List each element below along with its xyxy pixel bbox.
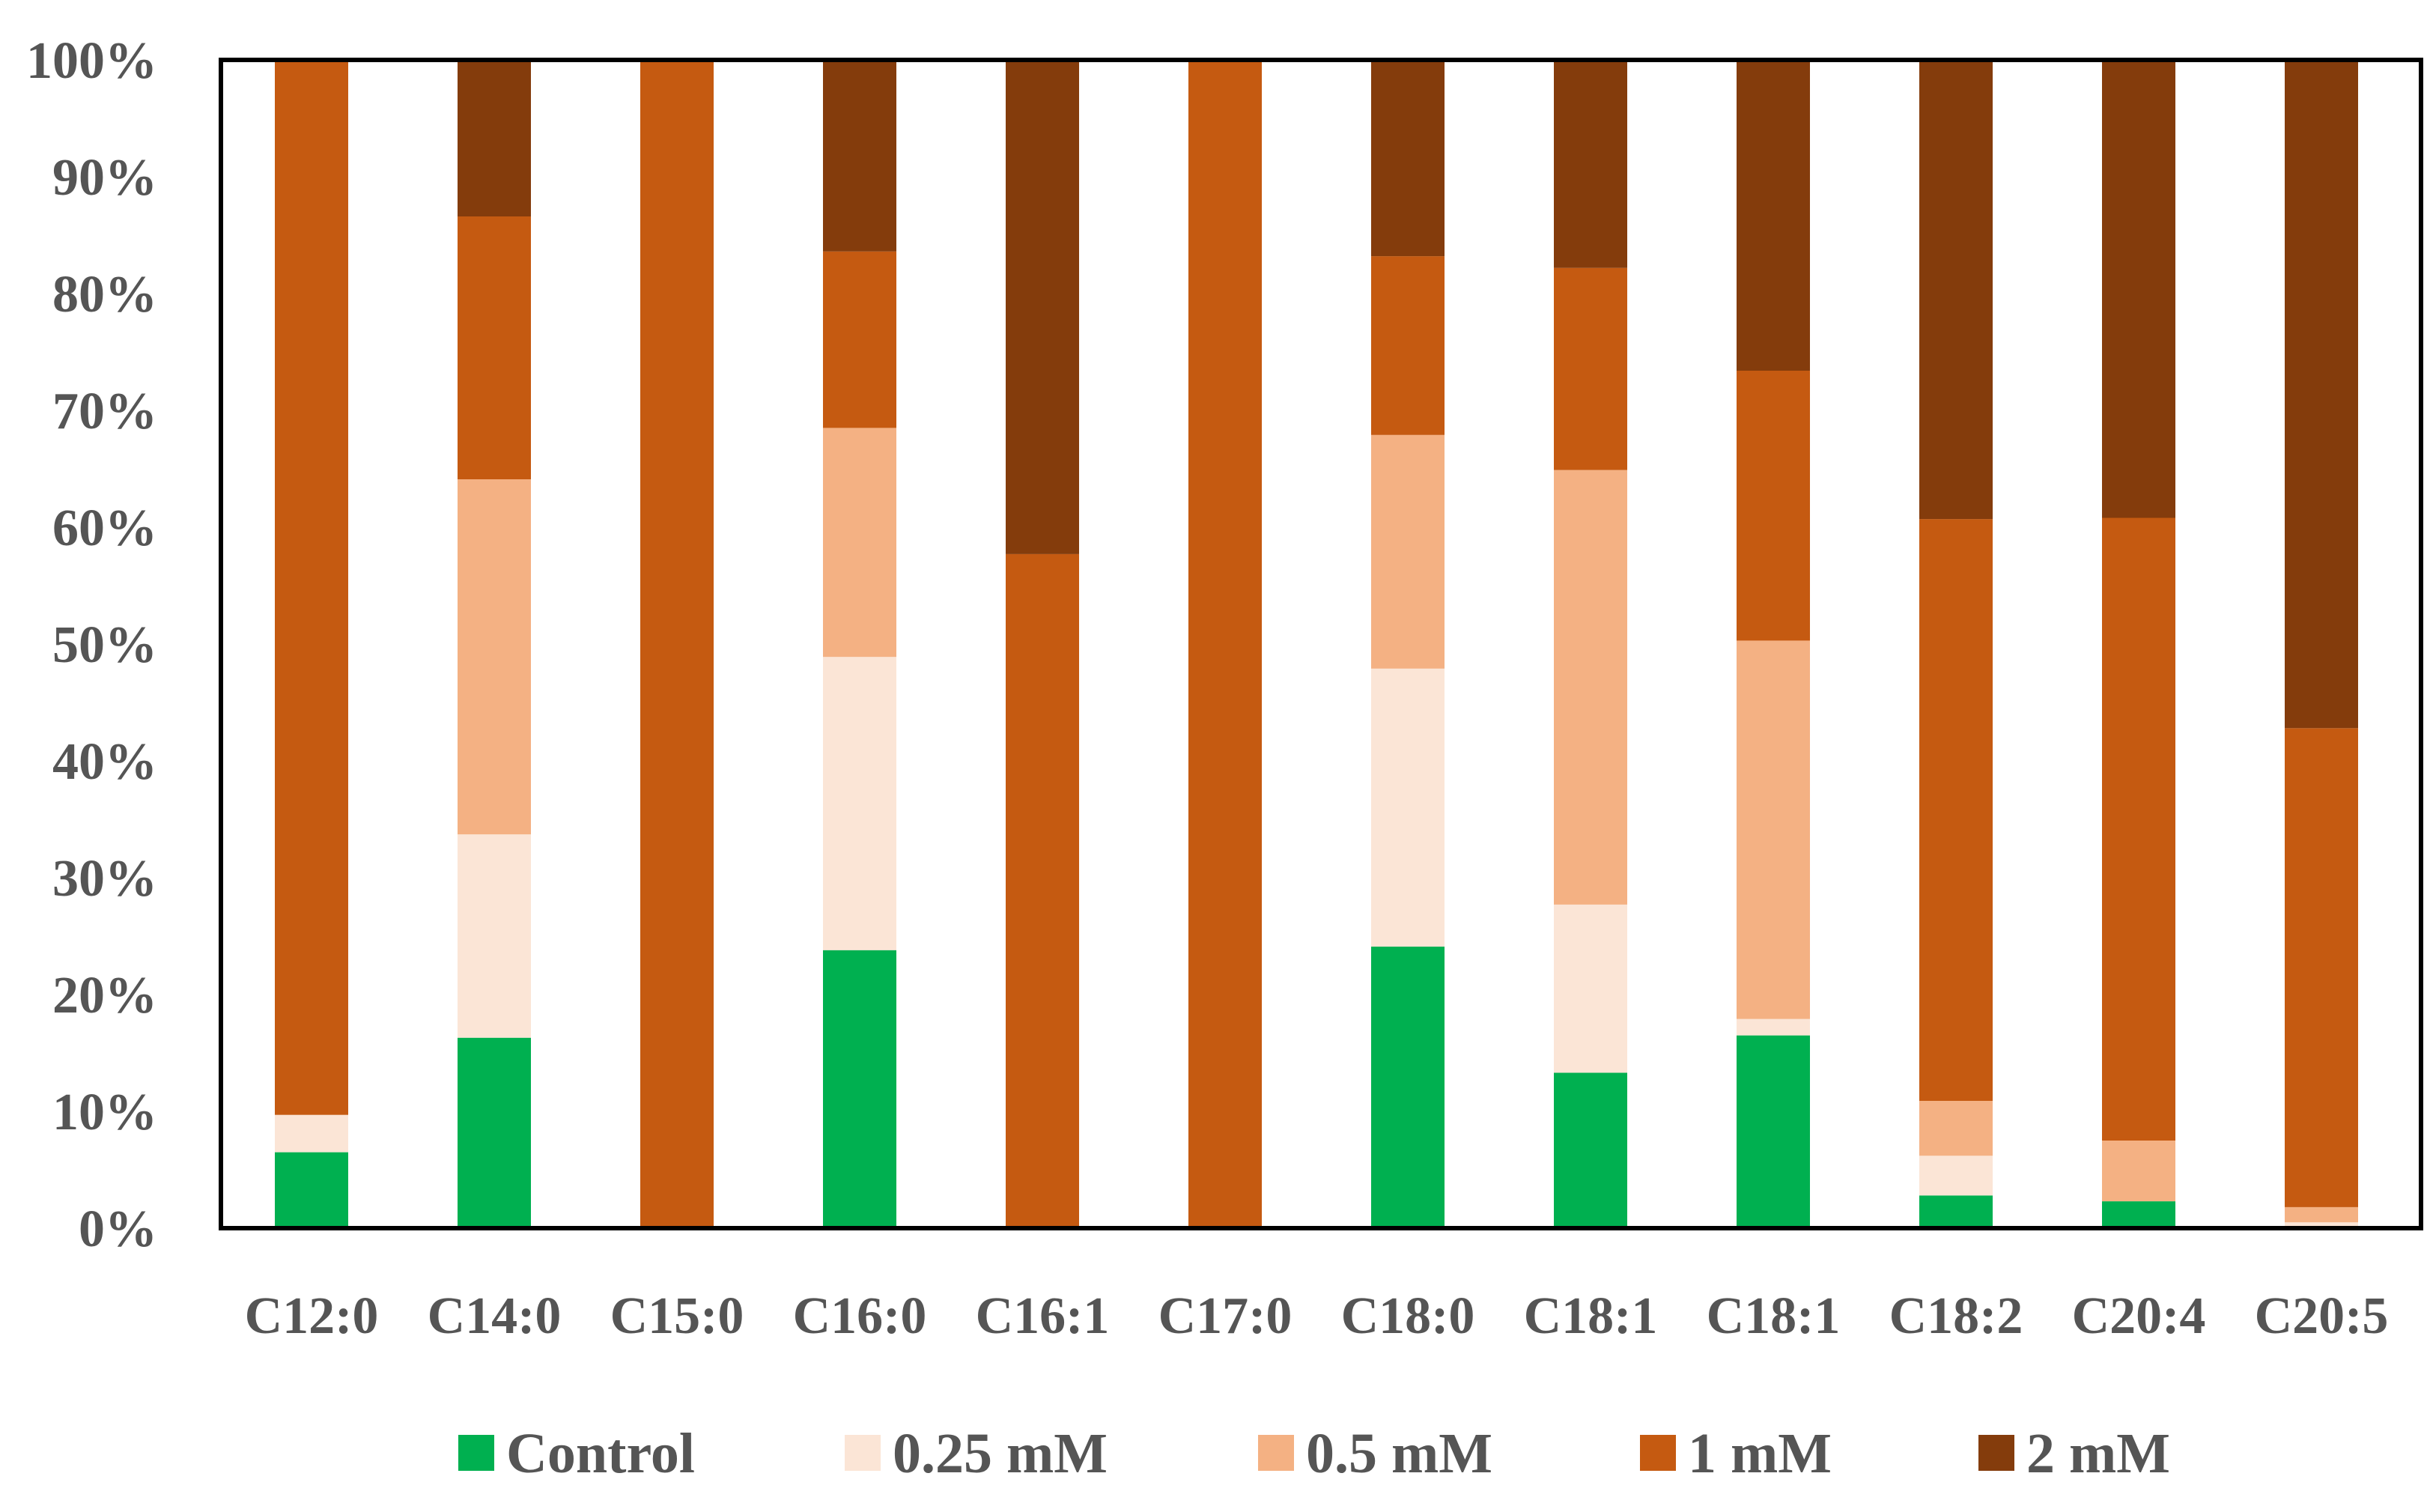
y-axis-tick-labels: 0% 10% 20% 30% 40% 50% 60% 70% 80% 90% 100% <box>26 32 157 1258</box>
bar-segment-c17-0-6-1-mm <box>1188 60 1262 1228</box>
y-tick-label: 60% <box>52 500 157 557</box>
bar-segment-c14-0-2-0-5-mm <box>458 479 531 835</box>
bar-segment-c18-0-7-2-mm <box>1371 60 1445 257</box>
bar-segment-c20-5-12-1-mm <box>2285 728 2358 1207</box>
bar-segment-c16-0-4-control <box>823 950 896 1228</box>
bar-segment-c14-0-2-0-25-mm <box>458 834 531 1038</box>
bar-segment-c18-2-10-control <box>1919 1195 1993 1228</box>
legend-label-control: Control <box>506 1422 695 1485</box>
bar-segment-c20-4-11-1-mm <box>2102 517 2175 1141</box>
y-tick-label: 50% <box>52 616 157 674</box>
bar-segment-c18-0-7-1-mm <box>1371 256 1445 435</box>
bar-segment-c14-0-2-2-mm <box>458 60 531 216</box>
x-tick-label: C15:0 <box>610 1287 744 1345</box>
bar-segment-c18-1-9-1-mm <box>1737 371 1810 641</box>
x-axis-tick-labels: C12:0 C14:0 C15:0 C16:0 C16:1 C17:0 C18:0 C18:1… <box>245 1287 2389 1345</box>
y-tick-label: 10% <box>52 1084 157 1141</box>
bar-segment-c18-0-7-0-5-mm <box>1371 434 1445 669</box>
y-tick-label: 30% <box>52 850 157 908</box>
bar-segment-c18-1-8-control <box>1554 1072 1627 1228</box>
legend: Control 0.25 mM 0.5 mM 1 mM 2 mM <box>458 1422 2170 1485</box>
bar-segment-c18-1-8-0-5-mm <box>1554 470 1627 905</box>
bar-segment-c16-0-4-0-25-mm <box>823 657 896 950</box>
bars-layer <box>275 60 2358 1228</box>
y-tick-label: 90% <box>52 149 157 207</box>
x-tick-label: C16:1 <box>976 1287 1110 1345</box>
bar-segment-c20-5-12-2-mm <box>2285 60 2358 729</box>
bar-segment-c18-2-10-0-5-mm <box>1919 1101 1993 1156</box>
y-tick-label: 100% <box>26 32 157 90</box>
bar-segment-c14-0-2-control <box>458 1037 531 1228</box>
legend-label-1-mm: 1 mM <box>1688 1422 1832 1485</box>
bar-segment-c14-0-2-1-mm <box>458 216 531 479</box>
legend-label-0-5-mm: 0.5 mM <box>1306 1422 1492 1485</box>
bar-segment-c18-2-10-1-mm <box>1919 519 1993 1101</box>
bar-segment-c18-1-9-0-5-mm <box>1737 640 1810 1019</box>
x-tick-label: C20:5 <box>2255 1287 2389 1345</box>
bar-segment-c18-1-8-1-mm <box>1554 267 1627 470</box>
y-tick-label: 80% <box>52 266 157 324</box>
bar-segment-c20-4-11-control <box>2102 1201 2175 1228</box>
bar-segment-c18-1-9-0-25-mm <box>1737 1018 1810 1036</box>
bar-segment-c18-1-9-2-mm <box>1737 60 1810 371</box>
x-tick-label: C17:0 <box>1158 1287 1293 1345</box>
x-tick-label: C12:0 <box>245 1287 379 1345</box>
bar-segment-c18-0-7-0-25-mm <box>1371 668 1445 947</box>
x-tick-label: C18:1 <box>1707 1287 1841 1345</box>
plot-area-border <box>219 58 2423 1230</box>
bar-segment-c18-1-9-control <box>1737 1035 1810 1228</box>
bar-segment-c18-1-8-2-mm <box>1554 60 1627 268</box>
bar-segment-c18-0-7-control <box>1371 947 1445 1228</box>
x-tick-label: C20:4 <box>2072 1287 2206 1345</box>
x-tick-label: C14:0 <box>428 1287 562 1345</box>
bar-segment-c18-2-10-2-mm <box>1919 60 1993 520</box>
x-tick-label: C16:0 <box>793 1287 927 1345</box>
bar-segment-c20-5-12-0-5-mm <box>2285 1206 2358 1223</box>
legend-label-2-mm: 2 mM <box>2026 1422 2170 1485</box>
bar-segment-c16-1-5-1-mm <box>1006 553 1079 1228</box>
legend-swatch-0-5-mm <box>1258 1435 1294 1471</box>
x-tick-label: C18:1 <box>1524 1287 1658 1345</box>
x-tick-label: C18:2 <box>1889 1287 2023 1345</box>
bar-segment-c12-0-1-control <box>275 1152 348 1228</box>
bar-segment-c15-0-3-1-mm <box>640 60 714 1228</box>
bar-segment-c20-4-11-0-5-mm <box>2102 1141 2175 1202</box>
bar-segment-c16-0-4-1-mm <box>823 251 896 428</box>
y-tick-label: 0% <box>79 1200 157 1258</box>
x-tick-label: C18:0 <box>1341 1287 1475 1345</box>
bar-segment-c16-0-4-0-5-mm <box>823 428 896 658</box>
bar-segment-c20-5-12-0-25-mm <box>2285 1222 2358 1228</box>
legend-swatch-0-25-mm <box>845 1435 881 1471</box>
legend-swatch-1-mm <box>1640 1435 1676 1471</box>
bar-segment-c18-1-8-0-25-mm <box>1554 904 1627 1073</box>
legend-swatch-2-mm <box>1978 1435 2014 1471</box>
bar-segment-c16-0-4-2-mm <box>823 60 896 252</box>
y-tick-label: 40% <box>52 733 157 791</box>
bar-segment-c20-4-11-2-mm <box>2102 60 2175 518</box>
bar-segment-c12-0-1-0-25-mm <box>275 1114 348 1153</box>
y-tick-label: 70% <box>52 383 157 440</box>
legend-swatch-control <box>458 1435 494 1471</box>
bar-segment-c12-0-1-1-mm <box>275 60 348 1115</box>
bar-segment-c18-2-10-0-25-mm <box>1919 1156 1993 1196</box>
bar-segment-c16-1-5-2-mm <box>1006 60 1079 554</box>
y-tick-label: 20% <box>52 967 157 1024</box>
legend-label-0-25-mm: 0.25 mM <box>893 1422 1108 1485</box>
